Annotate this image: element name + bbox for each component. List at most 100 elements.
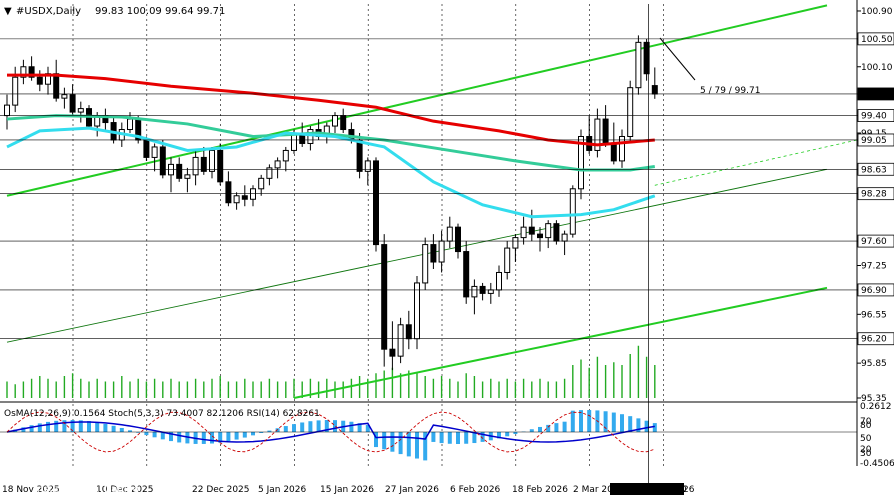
- osma-bar: [300, 422, 305, 432]
- candle-body: [610, 142, 617, 162]
- candle-body: [569, 188, 576, 235]
- crosshair-date-label: 2026.03.13 0:00: [612, 485, 687, 495]
- price-label-box: [857, 32, 894, 46]
- candle-body: [405, 324, 412, 340]
- osma-bar: [423, 432, 428, 461]
- candle-body: [364, 160, 371, 172]
- osma-bar: [251, 432, 255, 436]
- moving-average-red: [7, 73, 655, 147]
- osma-bar: [283, 426, 288, 432]
- candle-body: [233, 195, 240, 204]
- annotation-leader-line: [659, 37, 696, 81]
- chart-symbol: #USDX,Daily: [16, 6, 81, 17]
- date-label: 18 Feb 2026: [512, 485, 568, 495]
- indicator-scale-label: 20: [860, 445, 872, 455]
- osma-bar: [472, 432, 477, 444]
- date-label: 2 Mar 2026: [573, 485, 625, 495]
- osma-bar: [37, 423, 42, 432]
- candle-body: [487, 289, 494, 294]
- osma-bar: [177, 432, 182, 443]
- osma-bar: [267, 430, 272, 432]
- price-label: 96.55: [861, 310, 887, 320]
- candle-body: [192, 156, 199, 176]
- osma-bar: [29, 425, 34, 432]
- candle-body: [20, 66, 27, 78]
- candle-body: [496, 271, 502, 291]
- candle-body: [545, 223, 552, 239]
- channel-line-1: [293, 286, 828, 399]
- candle-body: [381, 244, 388, 350]
- price-label: 100.50: [861, 35, 893, 45]
- date-label: 6 Feb 2026: [450, 485, 501, 495]
- osma-bar: [620, 414, 624, 432]
- osma-bar: [21, 427, 26, 432]
- candle-body: [471, 285, 478, 298]
- moving-average-green: [6, 114, 656, 172]
- candle-body: [520, 226, 527, 239]
- osma-bar: [259, 432, 264, 433]
- price-label-box: [857, 162, 894, 176]
- osma-bar: [390, 432, 395, 452]
- osma-bar: [136, 432, 141, 433]
- osma-bar: [431, 432, 436, 442]
- osma-bar: [242, 432, 247, 438]
- osma-bar: [78, 420, 83, 432]
- osma-bar: [628, 416, 633, 432]
- channel-line-2: [6, 168, 828, 343]
- price-label: 95.35: [861, 394, 887, 404]
- candle-body: [397, 324, 404, 357]
- osma-bar: [497, 432, 501, 439]
- price-label: 99.71: [861, 90, 887, 100]
- indicator-scale-label: 80: [860, 421, 872, 431]
- candle-body: [438, 240, 445, 263]
- osma-bar: [333, 420, 337, 432]
- candle-body: [635, 41, 642, 89]
- osma-bar: [275, 428, 280, 432]
- date-label: 15 Jan 2026: [320, 485, 374, 495]
- price-label: 100.90: [861, 7, 893, 17]
- indicator-scale-label: 50: [860, 434, 872, 444]
- candle-body: [463, 251, 470, 298]
- osma-bar: [415, 432, 419, 459]
- price-label-box: [857, 109, 894, 122]
- candle-body: [578, 135, 584, 190]
- price-label: 97.60: [861, 237, 887, 247]
- osma-bar: [382, 432, 387, 450]
- candle-body: [28, 66, 35, 78]
- candle-body: [422, 244, 429, 284]
- candle-body: [4, 104, 10, 117]
- candle-body: [594, 118, 601, 151]
- candle-body: [151, 146, 158, 158]
- indicator-scale-label: 70: [860, 417, 872, 427]
- candle-body: [643, 41, 650, 75]
- osma-bar: [652, 423, 657, 432]
- volume-bars: [6, 345, 656, 398]
- price-label: 99.40: [861, 112, 887, 122]
- price-label-box: [857, 187, 894, 201]
- osma-bar: [119, 427, 124, 432]
- candle-body: [184, 174, 191, 179]
- chart-ohlc: 99.83 100.09 99.64 99.71: [95, 6, 225, 17]
- candle-body: [282, 149, 289, 162]
- osma-bar: [349, 421, 354, 432]
- osma-bar: [374, 432, 378, 448]
- chart-header-arrow-icon[interactable]: ▼: [4, 6, 12, 17]
- stoch-line: [6, 411, 655, 453]
- osma-bar: [87, 421, 91, 432]
- candle-body: [159, 146, 166, 176]
- osma-bar: [365, 424, 370, 432]
- candle-body: [77, 108, 84, 113]
- candle-body: [143, 139, 150, 158]
- candle-body: [217, 149, 224, 183]
- date-label: 27 Jan 2026: [385, 485, 439, 495]
- osma-bar: [505, 432, 510, 437]
- osma-bar: [603, 411, 608, 432]
- price-label-box: [857, 332, 894, 346]
- osma-bar: [480, 432, 485, 442]
- candle-body: [69, 94, 76, 113]
- candle-body: [504, 247, 511, 273]
- osma-bar: [513, 432, 518, 434]
- candles: [4, 35, 658, 371]
- indicator-scale-label: 30: [860, 449, 872, 459]
